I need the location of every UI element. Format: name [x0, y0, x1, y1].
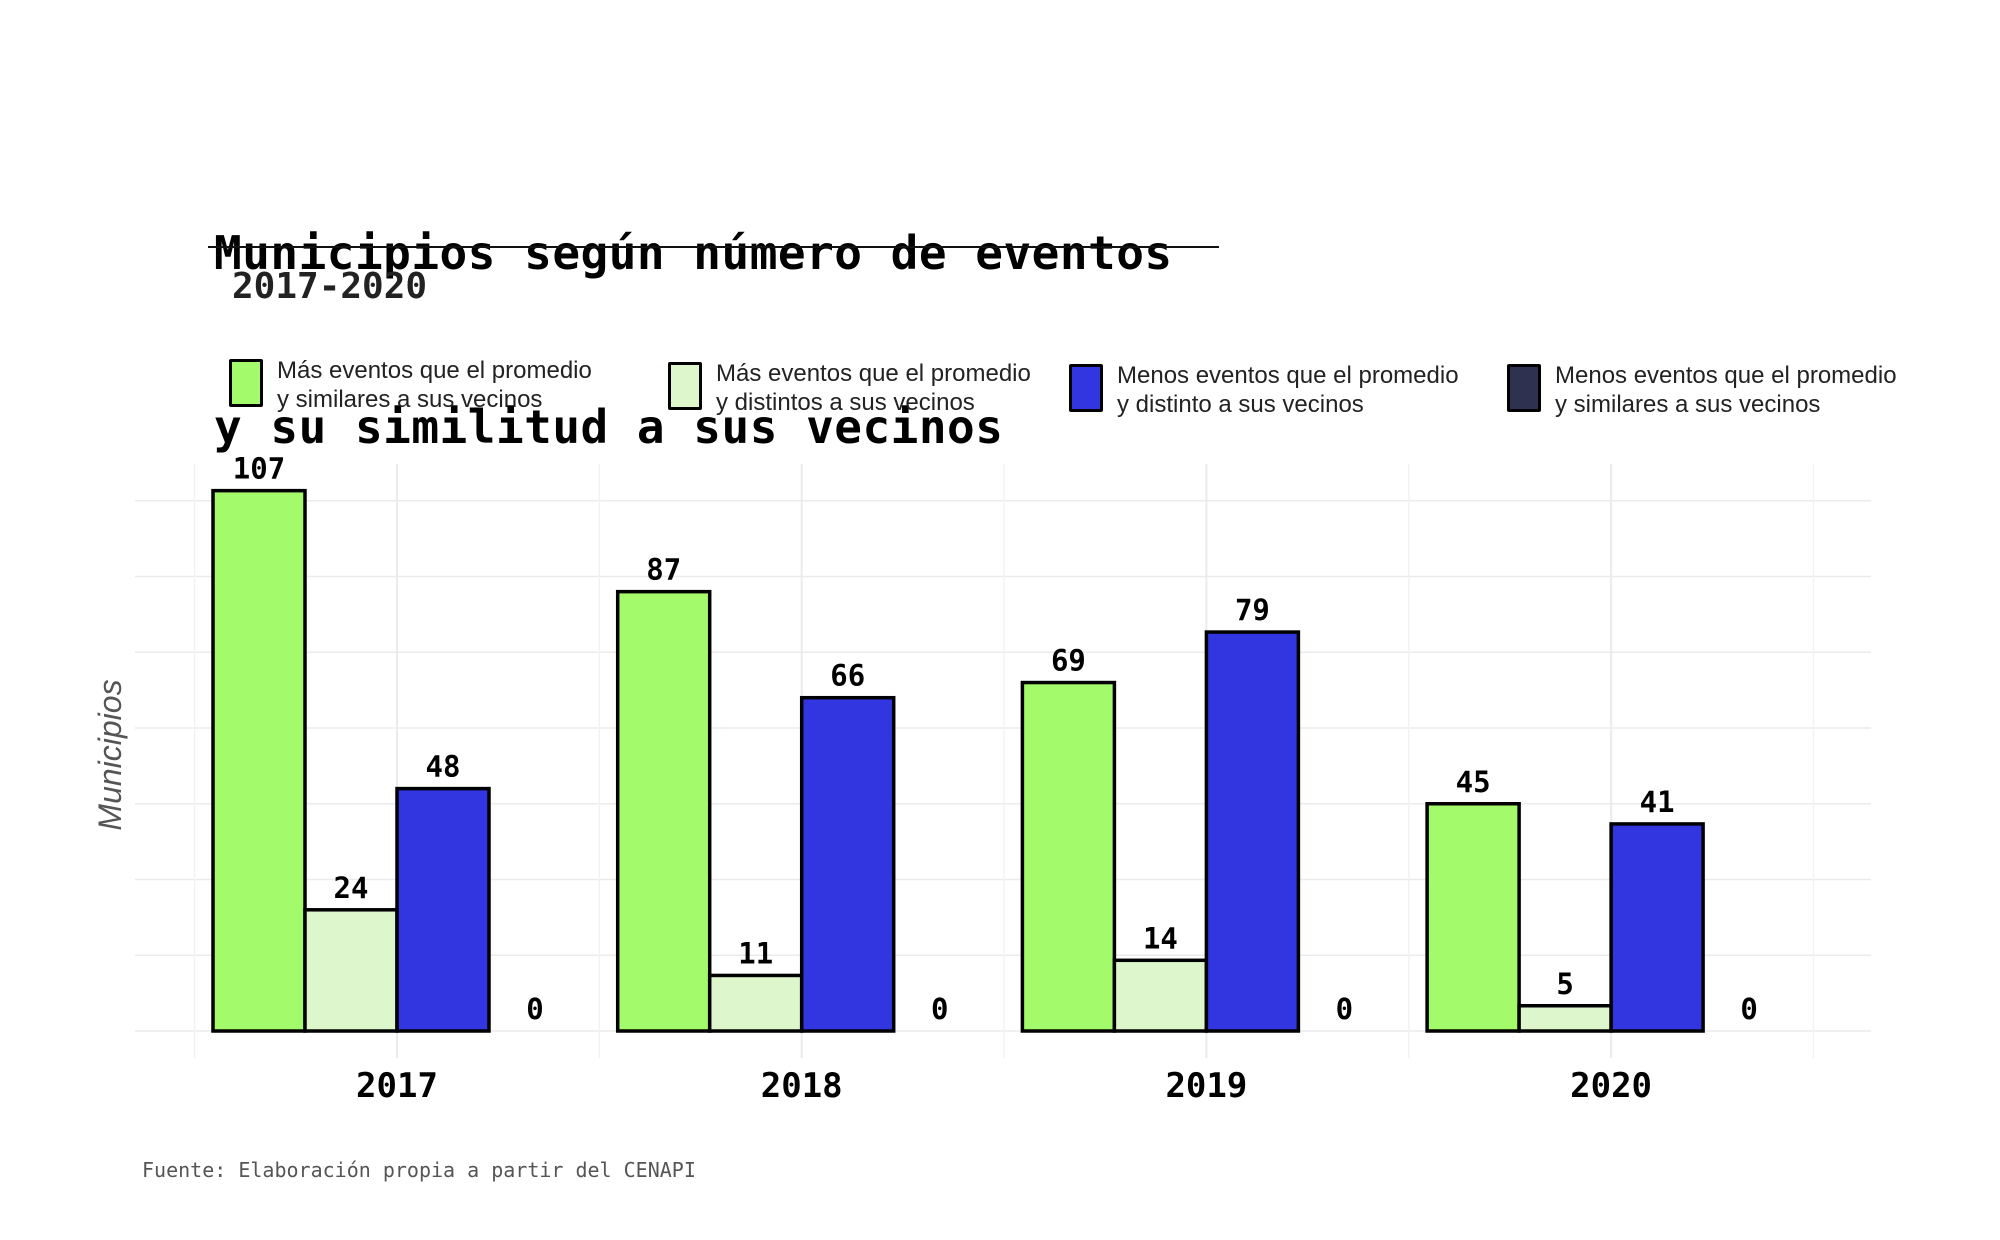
x-tick-label: 2020 — [1570, 1066, 1652, 1106]
data-label: 14 — [1143, 921, 1178, 955]
legend-label-line-1: Más eventos que el promedio — [716, 360, 1031, 387]
chart-title: Municipios según número de eventos y su … — [214, 108, 1173, 514]
data-label: 0 — [1740, 992, 1757, 1026]
legend-item-mas-distintos: Más eventos que el promedio y distintos … — [668, 359, 1031, 417]
value-labels: 107 24 48 0 87 11 66 0 69 14 79 0 45 5 41 0 — [233, 452, 1758, 1026]
legend-item-menos-similares: Menos eventos que el promedio y similare… — [1507, 361, 1897, 419]
title-divider — [208, 246, 1219, 248]
legend-swatch — [1507, 364, 1541, 412]
x-axis-ticks: 2017 2018 2019 2020 — [356, 1066, 1652, 1106]
legend-label-line-1: Más eventos que el promedio — [277, 357, 592, 384]
chart-subtitle: 2017-2020 — [232, 266, 428, 307]
x-tick-label: 2018 — [761, 1066, 843, 1106]
legend-label-line-2: y similares a sus vecinos — [277, 386, 543, 413]
legend-swatch — [1069, 364, 1103, 412]
bar — [1517, 1004, 1613, 1033]
data-label: 69 — [1051, 644, 1086, 678]
bar — [799, 695, 896, 1033]
data-label: 41 — [1640, 785, 1675, 819]
legend-item-mas-similares: Más eventos que el promedio y similares … — [229, 356, 592, 414]
data-label: 107 — [233, 452, 285, 486]
bar — [707, 973, 804, 1033]
bar — [1204, 630, 1301, 1033]
x-tick-label: 2019 — [1165, 1066, 1247, 1106]
legend-label-line-2: y distintos a sus vecinos — [716, 389, 975, 416]
data-label: 66 — [830, 659, 865, 693]
data-label: 11 — [738, 936, 773, 970]
data-label: 79 — [1235, 593, 1270, 627]
x-tick-label: 2017 — [356, 1066, 438, 1106]
data-label: 45 — [1456, 765, 1491, 799]
legend-label-line-2: y similares a sus vecinos — [1555, 391, 1821, 418]
chart-title-line-2: y su similitud a sus vecinos — [214, 400, 1004, 454]
bar — [1020, 680, 1117, 1033]
bar — [1425, 802, 1521, 1033]
bars — [211, 488, 1705, 1033]
bar — [211, 488, 307, 1033]
data-label: 0 — [931, 992, 948, 1026]
data-label: 87 — [646, 553, 681, 587]
legend-label-line-2: y distinto a sus vecinos — [1117, 391, 1364, 418]
source-caption: Fuente: Elaboración propia a partir del … — [142, 1158, 696, 1182]
bar — [1112, 958, 1209, 1033]
legend-label-line-1: Menos eventos que el promedio — [1555, 362, 1897, 389]
legend-swatch — [668, 362, 702, 410]
data-label: 24 — [334, 871, 369, 905]
bar — [615, 589, 712, 1033]
data-label: 0 — [1336, 992, 1353, 1026]
bar — [1609, 822, 1705, 1033]
data-label: 48 — [426, 750, 461, 784]
bar — [395, 786, 491, 1033]
legend-item-menos-distinto: Menos eventos que el promedio y distinto… — [1069, 361, 1459, 419]
y-axis-label: Municipios — [92, 679, 128, 830]
bar — [303, 908, 399, 1033]
legend-label-line-1: Menos eventos que el promedio — [1117, 362, 1459, 389]
legend-swatch — [229, 359, 263, 407]
data-label: 5 — [1556, 967, 1573, 1001]
data-label: 0 — [526, 992, 543, 1026]
chart-title-line-1: Municipios según número de eventos — [214, 226, 1173, 280]
